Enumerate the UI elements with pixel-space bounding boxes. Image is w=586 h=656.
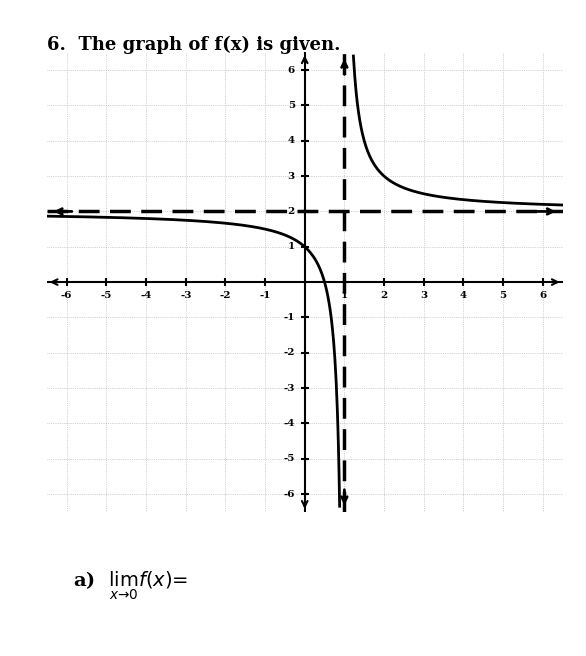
Text: -4: -4 — [284, 419, 295, 428]
Text: -5: -5 — [101, 291, 112, 300]
Text: 6: 6 — [539, 291, 546, 300]
Text: 1: 1 — [341, 291, 348, 300]
Text: 4: 4 — [460, 291, 467, 300]
Text: -3: -3 — [180, 291, 192, 300]
Text: 2: 2 — [288, 207, 295, 216]
Text: 2: 2 — [380, 291, 388, 300]
Text: -6: -6 — [61, 291, 73, 300]
Text: 3: 3 — [288, 172, 295, 180]
Text: -2: -2 — [220, 291, 231, 300]
Text: 3: 3 — [420, 291, 427, 300]
Text: -5: -5 — [284, 454, 295, 463]
Text: 5: 5 — [288, 101, 295, 110]
Text: -3: -3 — [284, 384, 295, 392]
Text: 6.  The graph of f(x) is given.: 6. The graph of f(x) is given. — [47, 36, 340, 54]
Text: 1: 1 — [288, 242, 295, 251]
Text: 6: 6 — [288, 66, 295, 75]
Text: -4: -4 — [141, 291, 152, 300]
Text: -1: -1 — [259, 291, 271, 300]
Text: 5: 5 — [499, 291, 507, 300]
Text: -1: -1 — [283, 313, 295, 322]
Text: -6: -6 — [283, 489, 295, 499]
Text: -2: -2 — [283, 348, 295, 358]
Text: a)  $\lim_{x \to 0} f(x) =$: a) $\lim_{x \to 0} f(x) =$ — [73, 569, 188, 602]
Text: 4: 4 — [288, 136, 295, 145]
